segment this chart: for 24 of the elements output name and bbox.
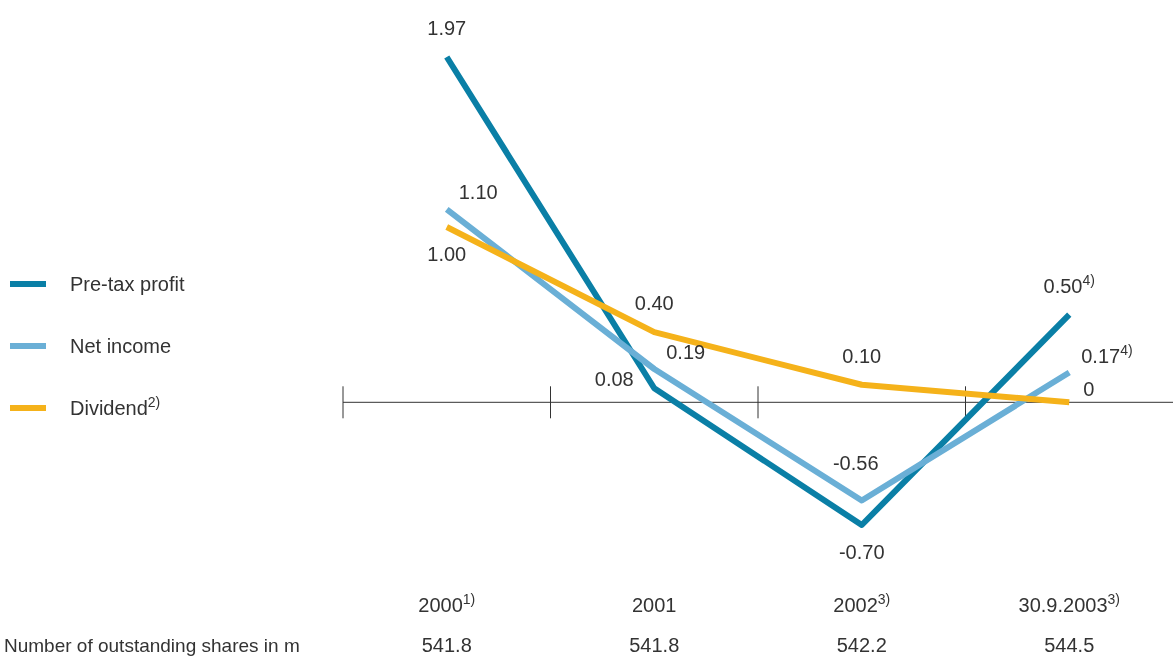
data-label: 0.19: [666, 341, 706, 363]
text: 541.8: [421, 634, 472, 656]
text: 544.5: [1044, 634, 1095, 656]
data-label: 0: [1083, 378, 1095, 401]
data-label: -0.56: [832, 452, 879, 475]
data-label: 1.10: [458, 181, 498, 204]
x-tick-label: 30.9.2003$^{3)}$: [1018, 591, 1120, 616]
x-tick-label: 2001: [632, 594, 677, 616]
x-tick-label: 2002$^{3)}$: [833, 591, 891, 616]
data-label: -0.70: [838, 541, 885, 563]
legend-label: Pre-tax profit: [70, 273, 185, 295]
legend-label: Net income: [70, 335, 172, 357]
data-label: 0.10: [842, 344, 882, 367]
x-tick-label: 2000$^{1)}$: [418, 591, 476, 616]
data-label: 0.40: [634, 292, 674, 315]
data-label: 1.00: [427, 243, 467, 266]
text: 542.2: [836, 634, 887, 656]
legend-label: Dividend$^{2)}$: [70, 394, 161, 419]
data-label: 1.97: [427, 17, 467, 39]
text: Number of outstanding shares in m: [4, 635, 300, 656]
data-label: 0.08: [594, 368, 634, 391]
data-label: 0.17$^{4)}$: [1081, 341, 1133, 367]
text: 541.8: [629, 634, 680, 656]
data-label: 0.50$^{4)}$: [1043, 271, 1095, 297]
